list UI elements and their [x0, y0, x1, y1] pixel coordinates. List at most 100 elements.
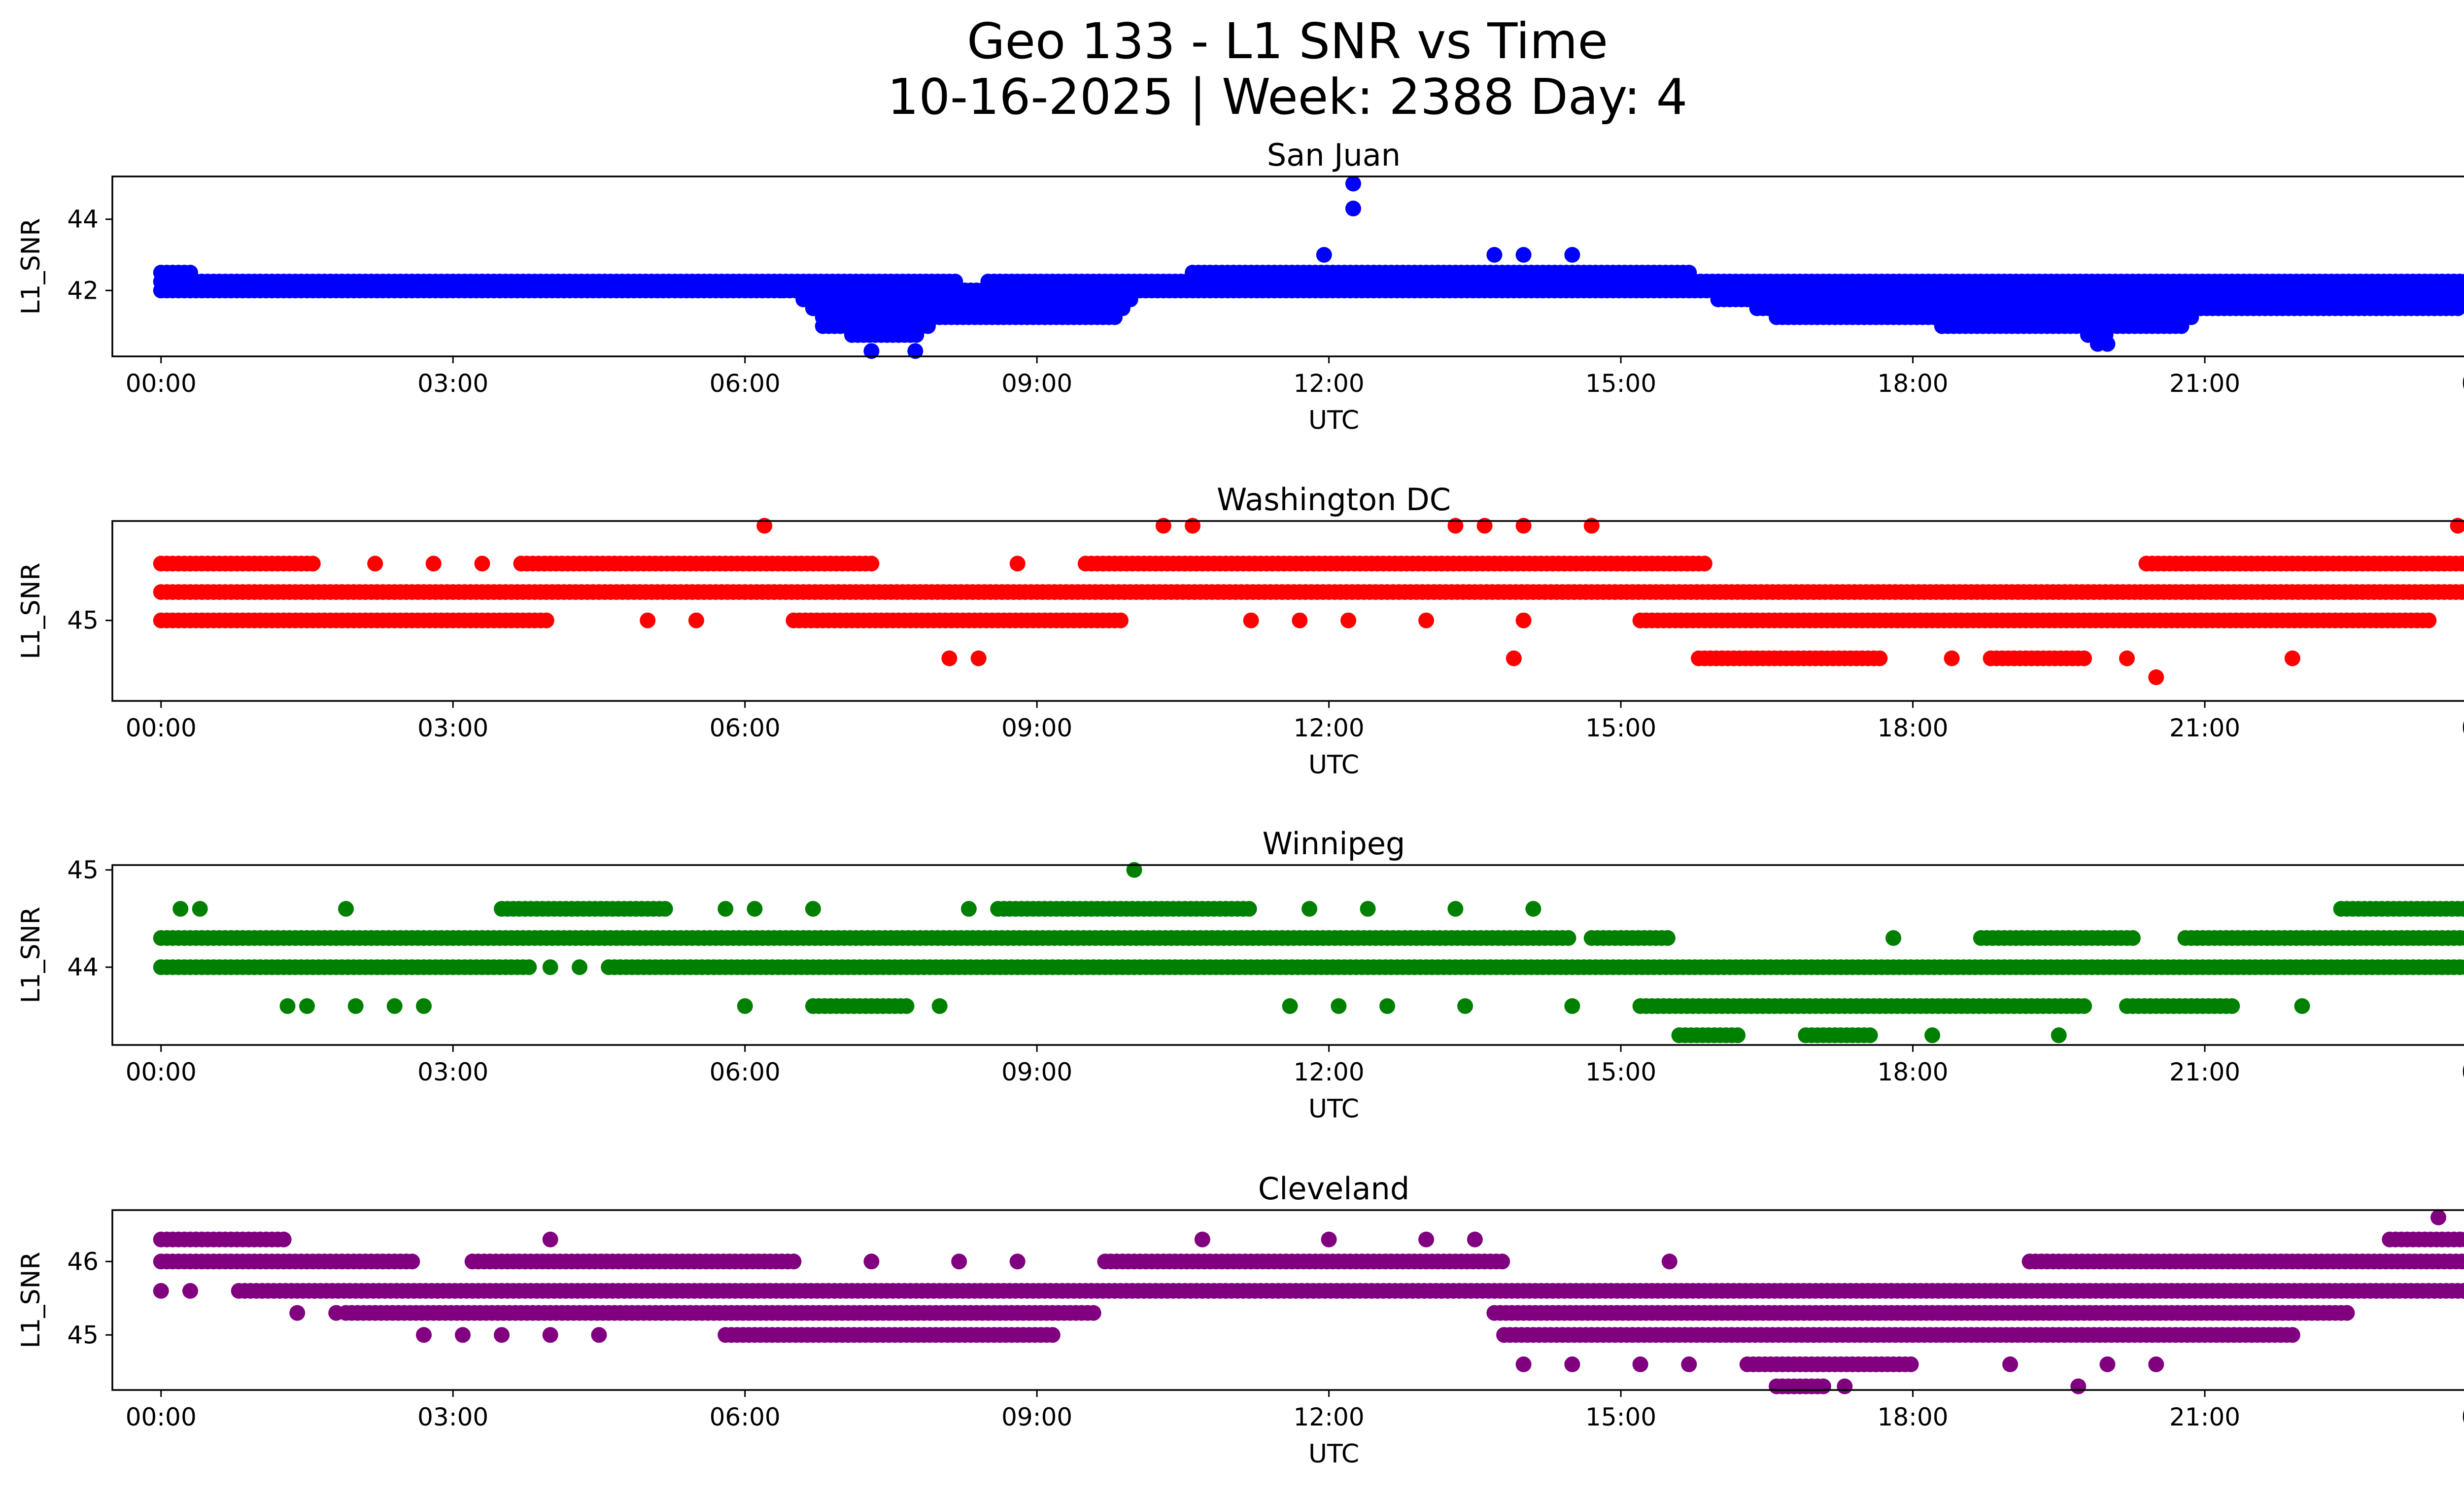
data-point	[1872, 650, 1888, 666]
data-point	[2148, 669, 2164, 685]
x-tick-label: 15:00	[1585, 714, 1656, 742]
data-point	[2462, 903, 2464, 915]
data-point	[1345, 175, 1361, 192]
data-point	[2284, 1327, 2300, 1343]
data-point	[1903, 1356, 1919, 1372]
data-point	[1564, 1356, 1580, 1372]
data-point	[305, 556, 321, 572]
data-point	[1107, 309, 1123, 325]
data-point	[1009, 556, 1026, 572]
data-point	[542, 1327, 558, 1343]
y-tick-label: 42	[67, 276, 99, 305]
x-tick-label: 00:00	[126, 1058, 197, 1086]
data-point	[494, 1327, 510, 1343]
data-point	[1194, 1231, 1210, 1248]
x-tick-label: 18:00	[1878, 369, 1949, 398]
x-tick-label: 00:00	[126, 714, 197, 742]
data-point	[289, 1305, 306, 1321]
data-point	[1113, 612, 1129, 628]
data-point	[1515, 612, 1532, 628]
data-point	[2450, 300, 2464, 316]
washington-dc-title: Washington DC	[1217, 482, 1451, 518]
data-point	[718, 901, 734, 917]
data-point	[1560, 930, 1576, 946]
data-point	[1659, 930, 1676, 946]
cleveland-title: Cleveland	[1258, 1171, 1409, 1207]
x-tick-label: 06:00	[710, 369, 781, 398]
data-point	[455, 1327, 471, 1343]
data-point	[1009, 1253, 1026, 1270]
x-tick-label: 09:00	[1001, 1058, 1072, 1086]
data-point	[898, 998, 915, 1014]
x-tick-label: 00:00	[2461, 369, 2464, 398]
washington-dc-xlabel: UTC	[1308, 750, 1359, 780]
cleveland-axes-frame	[111, 1209, 2464, 1391]
data-point	[1494, 1253, 1510, 1270]
data-point	[1340, 612, 1357, 628]
x-tick-label: 06:00	[710, 1058, 781, 1086]
data-point	[2076, 998, 2092, 1014]
cleveland-ylabel: L1_SNR	[16, 1252, 46, 1348]
x-tick-label: 06:00	[710, 1403, 781, 1431]
x-tick-label: 06:00	[710, 714, 781, 742]
x-tick-label: 21:00	[2169, 1058, 2240, 1086]
data-point	[2460, 1254, 2464, 1269]
x-tick-label: 18:00	[1878, 1403, 1949, 1431]
data-point	[1564, 247, 1580, 263]
x-tick-label: 21:00	[2169, 714, 2240, 742]
x-tick-label: 18:00	[1878, 714, 1949, 742]
x-tick-label: 03:00	[417, 714, 488, 742]
data-point	[907, 343, 924, 359]
figure-title-line2: 10-16-2025 | Week: 2388 Day: 4	[887, 68, 1688, 126]
data-point	[425, 556, 442, 572]
data-point	[2099, 336, 2116, 352]
data-point	[2148, 1356, 2164, 1372]
data-point	[1632, 1356, 1648, 1372]
data-point	[1316, 247, 1332, 263]
data-point	[1044, 1327, 1061, 1343]
data-point	[1515, 247, 1532, 263]
data-point	[2224, 998, 2240, 1014]
x-tick-label: 09:00	[1001, 714, 1072, 742]
data-point	[2173, 318, 2190, 334]
data-point	[1126, 862, 1142, 878]
cleveland-points	[153, 1209, 2464, 1394]
winnipeg-xlabel: UTC	[1308, 1094, 1359, 1124]
data-point	[192, 901, 208, 917]
data-point	[1681, 1356, 1697, 1372]
data-point	[951, 1253, 967, 1270]
data-point	[1681, 265, 1697, 281]
data-point	[1885, 930, 1902, 946]
x-tick-label: 00:00	[126, 369, 197, 398]
data-point	[920, 318, 936, 334]
data-point	[931, 998, 948, 1014]
data-point	[2119, 650, 2135, 666]
data-point	[2456, 1283, 2464, 1299]
data-point	[542, 959, 558, 975]
data-point	[2458, 959, 2464, 975]
data-point	[591, 1327, 607, 1343]
data-point	[182, 1283, 198, 1299]
data-point	[1418, 612, 1435, 628]
data-point	[863, 556, 880, 572]
x-tick-label: 12:00	[1294, 369, 1365, 398]
data-point	[1696, 556, 1712, 572]
x-tick-label: 03:00	[417, 1058, 488, 1086]
data-point	[908, 327, 924, 343]
san-juan-axes-frame	[111, 175, 2464, 357]
y-tick-label: 45	[67, 856, 99, 884]
data-point	[2124, 930, 2141, 946]
data-point	[747, 901, 763, 917]
x-tick-label: 09:00	[1001, 1403, 1072, 1431]
data-point	[542, 1231, 558, 1248]
data-point	[2460, 585, 2464, 599]
x-tick-label: 03:00	[417, 369, 488, 398]
data-point	[1241, 901, 1257, 917]
data-point	[1345, 201, 1361, 216]
data-point	[404, 1253, 420, 1270]
data-point	[416, 998, 432, 1014]
data-point	[2076, 650, 2092, 666]
data-point	[538, 612, 554, 628]
data-point	[1292, 612, 1308, 628]
